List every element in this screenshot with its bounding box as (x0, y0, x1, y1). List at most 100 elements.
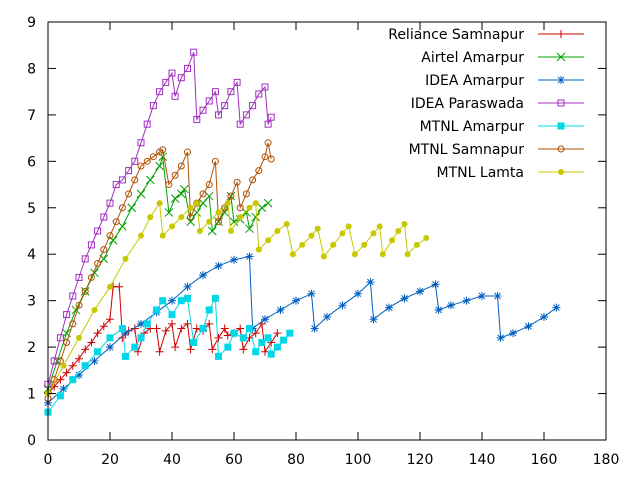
data-point (246, 325, 253, 333)
data-point (205, 181, 213, 189)
series-layer (43, 48, 561, 416)
data-point (56, 375, 65, 384)
data-point (199, 325, 207, 333)
data-point (93, 329, 102, 338)
data-point (462, 296, 471, 305)
data-point (323, 312, 331, 321)
data-point (171, 343, 180, 352)
data-point (267, 113, 275, 121)
data-point (249, 102, 257, 110)
data-point (257, 203, 267, 213)
data-point (245, 224, 254, 234)
data-point (187, 204, 194, 211)
data-point (192, 324, 201, 333)
data-point (229, 217, 239, 227)
data-point (431, 280, 440, 289)
series-0 (44, 282, 282, 398)
data-point (208, 345, 217, 354)
y-tick-label: 7 (27, 108, 36, 124)
data-point (137, 319, 145, 328)
data-point (224, 200, 231, 207)
data-point (199, 106, 207, 114)
series-line (47, 52, 272, 385)
y-tick-label: 5 (27, 201, 36, 217)
data-point (81, 287, 89, 295)
data-point (339, 230, 346, 237)
data-point (351, 251, 358, 258)
data-point (286, 329, 294, 337)
data-point (161, 326, 170, 335)
data-point (143, 120, 151, 128)
data-point (81, 345, 90, 354)
axis-ticks: 0 20 40 60 80 100 120 140 160 180 0 1 2 3 4 5 6 7 8 9 (27, 15, 619, 468)
data-point (168, 311, 176, 319)
data-point (214, 333, 223, 342)
data-point (540, 312, 548, 321)
data-point (137, 162, 145, 170)
data-point (118, 325, 126, 333)
data-point (106, 343, 114, 352)
data-point (401, 221, 408, 228)
data-point (193, 200, 200, 207)
data-point (292, 296, 300, 305)
data-point (121, 329, 130, 338)
data-point (289, 251, 296, 258)
y-tick-label: 0 (27, 433, 36, 449)
data-point (236, 324, 245, 333)
data-point (246, 204, 253, 211)
data-point (159, 146, 167, 154)
data-point (395, 228, 402, 234)
legend-item: Reliance Samnapur (388, 27, 584, 43)
data-point (478, 292, 486, 301)
legend-label: IDEA Amarpur (425, 73, 524, 89)
data-point (389, 237, 396, 244)
data-point (274, 228, 281, 234)
data-point (184, 148, 191, 156)
data-point (227, 88, 235, 96)
data-point (338, 301, 347, 310)
data-point (273, 343, 281, 351)
data-point (143, 157, 151, 165)
x-tick-label: 180 (593, 452, 620, 468)
data-point (153, 306, 160, 314)
data-point (177, 324, 186, 333)
data-point (184, 294, 191, 302)
data-point (493, 292, 502, 301)
series-2 (44, 252, 561, 407)
data-point (239, 345, 248, 354)
series-line (47, 201, 427, 394)
data-point (125, 167, 133, 175)
data-point (177, 162, 185, 170)
data-point (261, 153, 269, 161)
data-point (56, 334, 64, 342)
data-point (267, 155, 275, 163)
data-point (369, 315, 378, 324)
data-point (416, 287, 424, 296)
legend-label: MTNL Lamta (437, 165, 524, 181)
data-point (220, 324, 229, 333)
y-tick-label: 9 (27, 15, 36, 31)
data-point (255, 90, 263, 98)
data-point (180, 184, 189, 194)
data-point (265, 237, 272, 244)
data-point (149, 153, 157, 161)
data-point (264, 120, 272, 128)
legend-swatch-marker (557, 30, 565, 38)
data-point (447, 301, 455, 310)
data-point (156, 88, 164, 96)
data-point (76, 334, 82, 341)
data-point (136, 189, 146, 199)
data-point (261, 347, 269, 356)
legend-swatch-marker (557, 145, 565, 153)
data-point (206, 218, 213, 225)
data-point (211, 88, 219, 96)
data-point (131, 343, 139, 351)
data-point (361, 241, 368, 248)
x-tick-label: 160 (531, 452, 558, 468)
data-point (171, 92, 179, 100)
legend-item: IDEA Paraswada (411, 96, 584, 112)
legend-swatch-marker (556, 52, 566, 62)
data-point (169, 223, 175, 230)
data-point (230, 329, 238, 337)
y-tick-label: 2 (27, 340, 36, 356)
